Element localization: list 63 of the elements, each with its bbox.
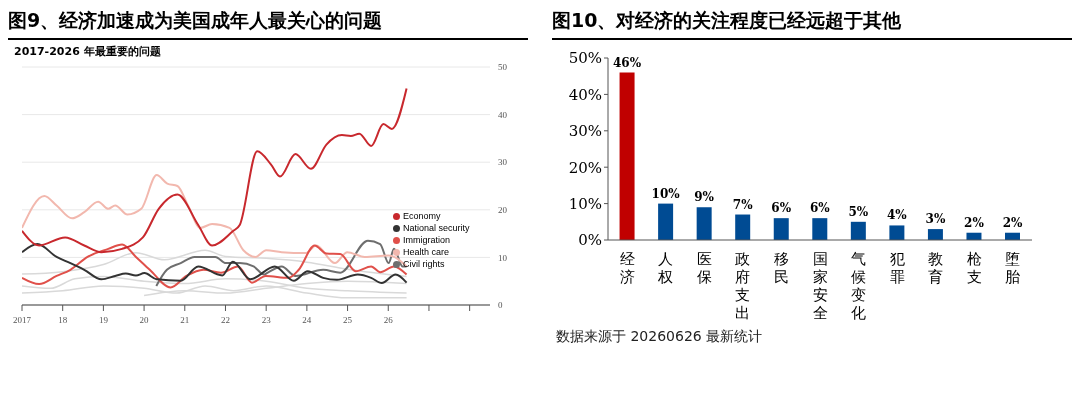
legend-label: National security: [402, 223, 470, 233]
text: 数据来源于 20260626 最新统计: [556, 328, 764, 346]
data-label: 7%: [732, 197, 754, 212]
data-label: 2%: [1002, 215, 1023, 230]
chart-title: 图9、经济加速成为美国成年人最关心的问题: [8, 8, 528, 40]
x-tick-label: 医保: [696, 250, 712, 286]
x-tick-label: 2017: [13, 315, 32, 325]
x-tick-label: 气候变化: [851, 250, 867, 322]
x-tick-label: 人权: [657, 250, 674, 286]
data-label: 6%: [771, 201, 792, 216]
x-tick-label: 教育: [928, 250, 944, 286]
bar: [696, 207, 712, 240]
y-tick-label: 10: [498, 252, 508, 263]
legend-label: Health care: [402, 247, 451, 257]
x-tick-label: 19: [98, 315, 109, 325]
x-tick-label: 22: [220, 315, 230, 325]
x-tick-label: 犯罪: [889, 250, 905, 286]
x-tick-label: 政府支出: [735, 250, 751, 322]
data-label: 2%: [964, 215, 985, 230]
x-tick-label: 25: [343, 315, 353, 325]
chart-title: 图10、对经济的关注程度已经远超于其他: [552, 8, 1072, 40]
y-tick-label: 40%: [568, 85, 602, 104]
data-label: 3%: [925, 212, 946, 227]
y-tick-label: 50%: [568, 49, 602, 68]
bar: [619, 72, 635, 240]
x-tick-label: 经济: [619, 250, 635, 286]
x-tick-label: 23: [261, 315, 272, 325]
x-tick-label: 26: [383, 315, 394, 325]
bar: [735, 214, 751, 240]
chart-subtitle: 2017-2026 年最重要的问题: [14, 44, 162, 59]
y-tick-label: 20: [498, 205, 508, 215]
legend-label: Immigration: [402, 235, 451, 245]
x-tick-label: 移民: [773, 250, 789, 286]
bar: [927, 229, 943, 240]
x-tick-label: 国家安全: [812, 250, 828, 322]
data-label: 9%: [694, 190, 715, 205]
y-tick-label: 0: [498, 300, 503, 311]
bar: [889, 225, 905, 240]
bar: [812, 218, 828, 240]
y-tick-label: 40: [498, 109, 508, 120]
x-tick-label: 20: [139, 315, 150, 325]
line-series: [22, 275, 408, 294]
x-tick-label: 24: [302, 315, 312, 325]
data-label: 10%: [651, 186, 681, 201]
data-label: 46%: [613, 55, 642, 70]
x-tick-label: 18: [58, 315, 68, 325]
y-tick-label: 10%: [568, 194, 602, 213]
bar: [850, 221, 866, 240]
y-tick-label: 30%: [568, 122, 602, 141]
data-label: 4%: [887, 208, 908, 223]
legend-label: Civil rights: [402, 259, 446, 269]
y-tick-label: 20%: [568, 158, 602, 177]
data-label: 6%: [809, 201, 831, 216]
x-tick-label: 21: [180, 315, 190, 325]
data-label: 5%: [848, 204, 869, 219]
legend-label: Economy: [402, 211, 442, 221]
y-tick-label: 0%: [578, 231, 602, 250]
bar: [658, 203, 674, 240]
y-tick-label: 50: [498, 62, 508, 73]
x-tick-label: 枪支: [966, 250, 982, 286]
x-tick-label: 堕胎: [1005, 250, 1021, 286]
y-tick-label: 30: [498, 157, 508, 168]
bar: [773, 218, 789, 240]
